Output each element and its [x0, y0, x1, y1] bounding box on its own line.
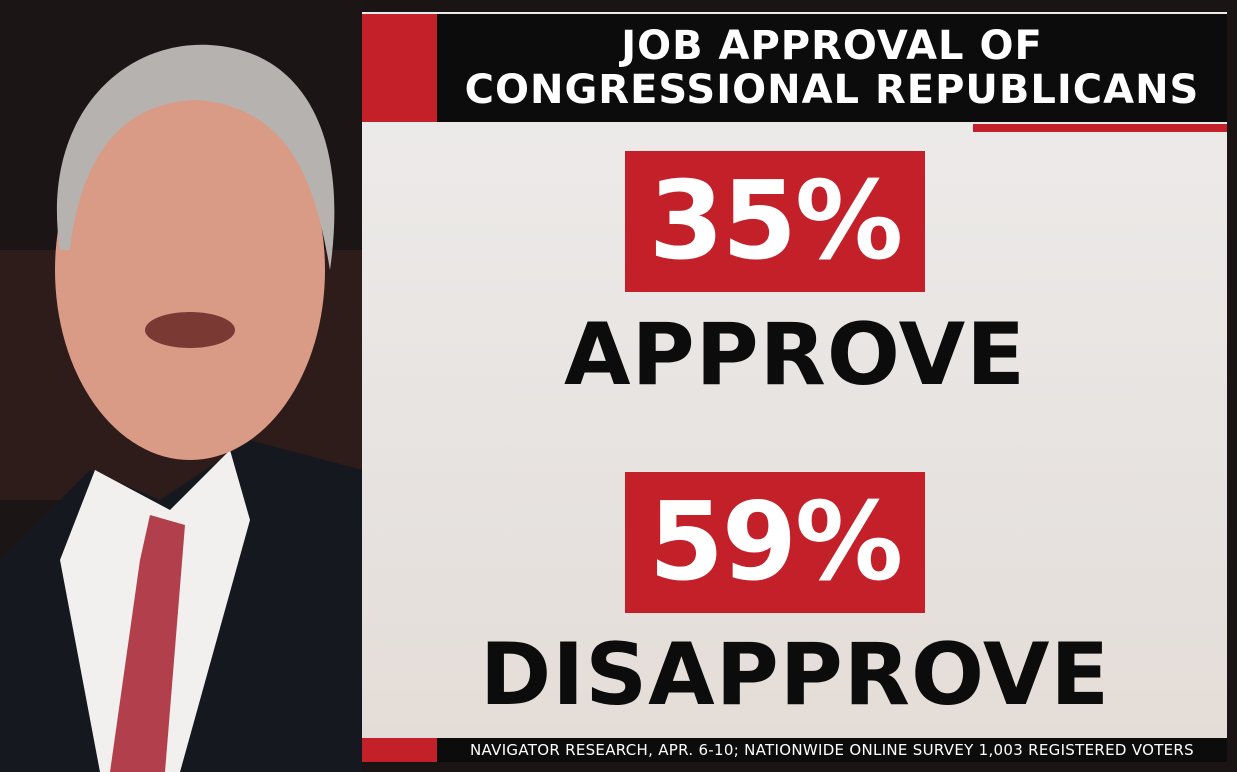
title-line: CONGRESSIONAL REPUBLICANS — [464, 67, 1200, 113]
source: NAVIGATOR RESEARCH, APR. 6-10; NATIONWID… — [437, 738, 1227, 762]
panel — [362, 12, 1227, 762]
label: APPROVE — [564, 305, 1026, 405]
title-bar: JOB APPROVAL OF CONGRESSIONAL REPUBLICAN… — [437, 14, 1227, 122]
percent-box: 35% — [625, 151, 925, 292]
photo — [0, 0, 362, 772]
label: DISAPPROVE — [479, 625, 1111, 725]
title-line: JOB APPROVAL OF — [621, 23, 1043, 69]
percent-box: 59% — [625, 472, 925, 613]
accent — [973, 124, 1227, 132]
accent — [362, 738, 437, 762]
accent — [362, 14, 437, 122]
